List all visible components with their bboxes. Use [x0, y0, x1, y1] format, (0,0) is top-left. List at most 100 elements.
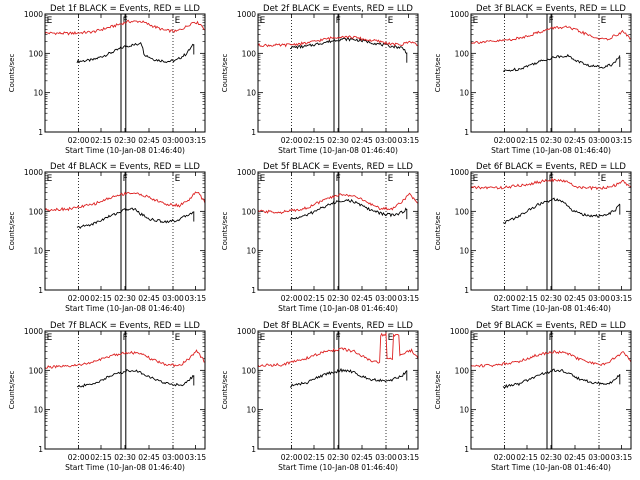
- x-tick-label: 03:00: [162, 294, 184, 303]
- x-tick-label: 03:00: [588, 294, 610, 303]
- y-tick-label: 100: [29, 49, 44, 58]
- x-tick-label: 02:30: [114, 453, 136, 462]
- x-tick-label: 03:15: [611, 453, 633, 462]
- y-tick-label: 10: [459, 406, 469, 415]
- x-tick-label: 03:15: [398, 453, 420, 462]
- detector-panel: Det 1f BLACK = Events, RED = LLD Counts/s…: [8, 4, 206, 155]
- panel-title: Det 9f BLACK = Events, RED = LLD: [476, 321, 626, 331]
- lld-series-line: [257, 192, 419, 215]
- x-axis-label: Start Time (10-Jan-08 01:46:40): [65, 304, 185, 313]
- x-tick-label: 02:30: [114, 136, 136, 145]
- x-tick-label: 02:15: [303, 294, 325, 303]
- y-tick-label: 1: [464, 445, 469, 454]
- y-tick-label: 1000: [237, 10, 256, 19]
- plot-frame: [44, 171, 206, 291]
- lld-series-line: [257, 332, 419, 367]
- y-tick-label: 10: [33, 247, 43, 256]
- x-tick-label: 02:00: [68, 294, 90, 303]
- x-tick-label: 02:45: [564, 136, 586, 145]
- x-tick-label: 03:00: [162, 136, 184, 145]
- y-axis-label: Counts/sec: [434, 212, 442, 251]
- y-tick-label: 10: [459, 247, 469, 256]
- x-axis-label: Start Time (10-Jan-08 01:46:40): [278, 304, 398, 313]
- events-series-line: [290, 37, 408, 54]
- x-axis-label: Start Time (10-Jan-08 01:46:40): [491, 146, 611, 155]
- x-tick-label: 03:00: [588, 136, 610, 145]
- marker-label: E: [601, 16, 607, 26]
- marker-label: E: [388, 333, 394, 343]
- x-tick-label: 02:00: [281, 136, 303, 145]
- y-axis-label: Counts/sec: [434, 54, 442, 93]
- marker-label: F: [123, 16, 128, 26]
- x-axis-label: Start Time (10-Jan-08 01:46:40): [491, 304, 611, 313]
- x-tick-label: 02:45: [564, 294, 586, 303]
- events-series-line: [289, 198, 408, 220]
- x-axis-label: Start Time (10-Jan-08 01:46:40): [65, 463, 185, 472]
- y-tick-label: 100: [29, 366, 44, 375]
- marker-label: E: [388, 174, 394, 184]
- y-tick-label: 1000: [24, 168, 43, 177]
- x-tick-label: 02:30: [114, 294, 136, 303]
- marker-label: E: [601, 333, 607, 343]
- x-tick-label: 02:00: [494, 294, 516, 303]
- x-tick-label: 02:00: [281, 294, 303, 303]
- x-tick-label: 03:15: [185, 294, 207, 303]
- y-tick-label: 1: [38, 286, 43, 295]
- lld-series-line: [470, 25, 632, 44]
- y-tick-label: 100: [455, 207, 470, 216]
- lld-series-line: [44, 19, 206, 36]
- marker-label: F: [549, 16, 554, 26]
- x-tick-label: 03:15: [611, 136, 633, 145]
- marker-label: E: [175, 16, 181, 26]
- events-series-line: [76, 41, 195, 64]
- lld-series-line: [44, 349, 206, 369]
- y-axis-label: Counts/sec: [8, 371, 16, 410]
- y-axis-label: Counts/sec: [8, 54, 16, 93]
- marker-label: F: [549, 174, 554, 184]
- x-tick-label: 02:45: [564, 453, 586, 462]
- y-tick-label: 1: [38, 445, 43, 454]
- x-axis-label: Start Time (10-Jan-08 01:46:40): [65, 146, 185, 155]
- plot-frame: [257, 171, 419, 291]
- marker-label: F: [336, 16, 341, 26]
- plot-frame: [44, 13, 206, 133]
- x-tick-label: 03:15: [398, 294, 420, 303]
- x-tick-label: 02:45: [138, 294, 160, 303]
- y-tick-label: 10: [246, 406, 256, 415]
- x-tick-label: 02:45: [138, 136, 160, 145]
- x-tick-label: 02:00: [68, 136, 90, 145]
- plot-frame: [257, 330, 419, 450]
- marker-label: E: [175, 333, 181, 343]
- y-tick-label: 1: [464, 128, 469, 137]
- y-tick-label: 1000: [237, 327, 256, 336]
- events-series-line: [502, 197, 621, 225]
- x-axis-label: Start Time (10-Jan-08 01:46:40): [278, 146, 398, 155]
- detector-panel: Det 3f BLACK = Events, RED = LLD Counts/s…: [434, 4, 632, 155]
- lld-series-line: [44, 191, 206, 212]
- x-tick-label: 02:45: [351, 453, 373, 462]
- lld-series-line: [470, 177, 632, 191]
- y-tick-label: 1: [38, 128, 43, 137]
- y-tick-label: 10: [33, 89, 43, 98]
- x-tick-label: 02:00: [281, 453, 303, 462]
- events-series-line: [290, 367, 408, 388]
- x-axis-label: Start Time (10-Jan-08 01:46:40): [491, 463, 611, 472]
- marker-label: E: [473, 174, 479, 184]
- panel-title: Det 4f BLACK = Events, RED = LLD: [50, 162, 200, 172]
- detector-panel: Det 5f BLACK = Events, RED = LLD Counts/s…: [221, 162, 419, 313]
- y-tick-label: 100: [29, 207, 44, 216]
- plot-frame: [470, 171, 632, 291]
- x-tick-label: 02:00: [494, 136, 516, 145]
- x-tick-label: 02:15: [516, 294, 538, 303]
- panel-title: Det 2f BLACK = Events, RED = LLD: [263, 4, 413, 14]
- x-axis-label: Start Time (10-Jan-08 01:46:40): [278, 463, 398, 472]
- x-tick-label: 02:15: [516, 453, 538, 462]
- events-series-line: [76, 207, 194, 229]
- x-tick-label: 03:00: [162, 453, 184, 462]
- panel-title: Det 5f BLACK = Events, RED = LLD: [263, 162, 413, 172]
- y-axis-label: Counts/sec: [221, 212, 229, 251]
- y-tick-label: 10: [33, 406, 43, 415]
- y-axis-label: Counts/sec: [221, 54, 229, 93]
- x-tick-label: 03:15: [185, 453, 207, 462]
